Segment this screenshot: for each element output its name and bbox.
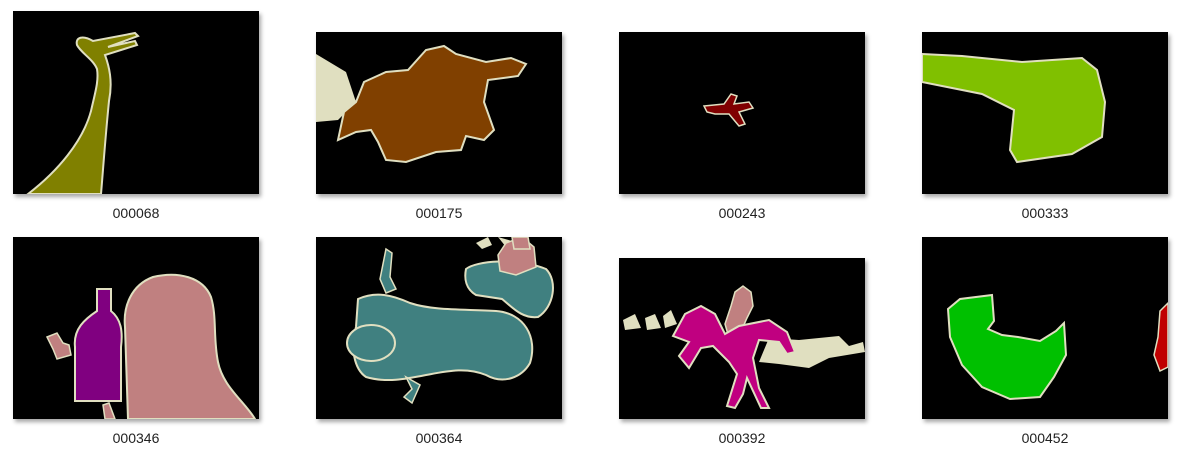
thumbnail[interactable]	[619, 32, 865, 194]
file-name-label: 000068	[112, 205, 160, 221]
thumbnail[interactable]	[922, 237, 1168, 419]
segmentation-mask-image	[13, 11, 259, 194]
segmentation-mask-image	[619, 258, 865, 419]
thumbnail[interactable]	[316, 237, 562, 419]
file-name-label: 000175	[415, 205, 463, 221]
thumbnail[interactable]	[619, 258, 865, 419]
file-name-label: 000243	[718, 205, 766, 221]
segmentation-mask-image	[922, 237, 1168, 419]
file-name-label: 000346	[112, 430, 160, 446]
segmentation-mask-image	[316, 32, 562, 194]
file-name-label: 000333	[1021, 205, 1069, 221]
file-name-label: 000452	[1021, 430, 1069, 446]
thumbnail[interactable]	[13, 237, 259, 419]
thumbnail[interactable]	[316, 32, 562, 194]
file-name-label: 000392	[718, 430, 766, 446]
thumbnail[interactable]	[13, 11, 259, 194]
segmentation-mask-image	[619, 32, 865, 194]
segmentation-mask-image	[922, 32, 1168, 194]
thumbnail[interactable]	[922, 32, 1168, 194]
file-name-label: 000364	[415, 430, 463, 446]
segmentation-mask-image	[316, 237, 562, 419]
segmentation-mask-image	[13, 237, 259, 419]
